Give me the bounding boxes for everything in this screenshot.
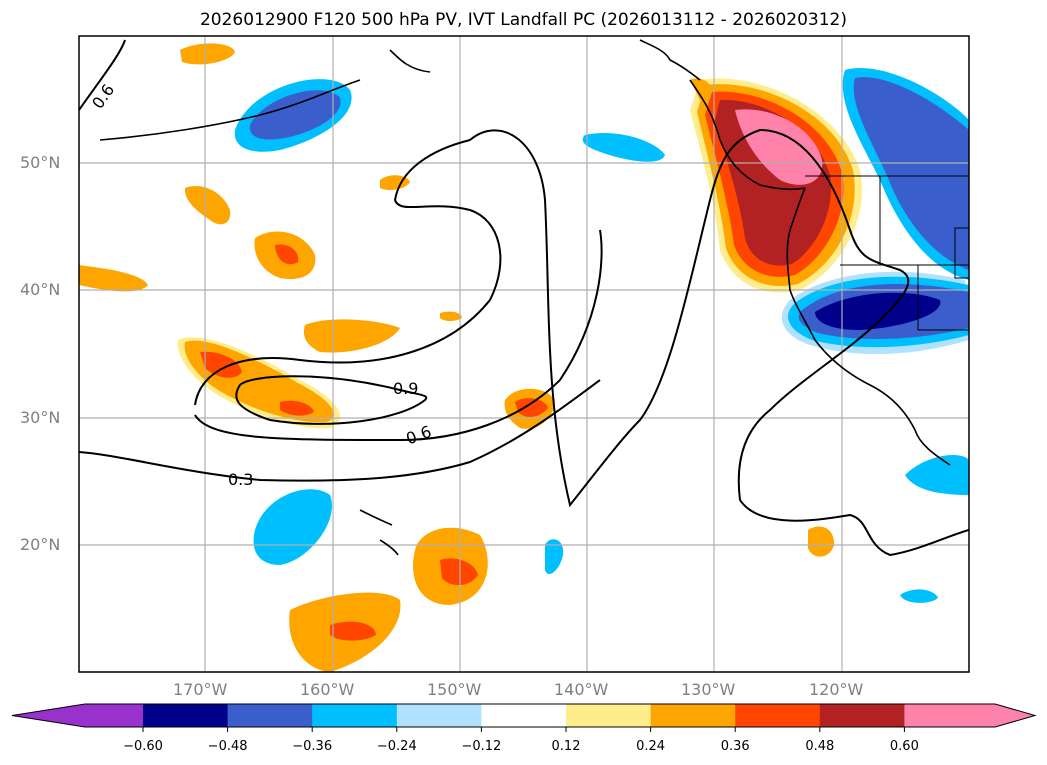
negative-anomaly-region <box>900 589 938 603</box>
colorbar-extension-max <box>904 704 1035 727</box>
lat-label: 50°N <box>20 153 61 172</box>
colorbar-segment <box>396 704 482 727</box>
colorbar-tick-label: −0.36 <box>292 739 333 754</box>
chart-title: 2026012900 F120 500 hPa PV, IVT Landfall… <box>199 10 847 30</box>
contour-label: 0.3 <box>228 470 253 489</box>
lon-label: 160°W <box>300 680 355 699</box>
colorbar-tick-label: 0.48 <box>805 739 835 754</box>
contour-label: 0.6 <box>88 81 118 113</box>
negative-anomaly-region <box>582 132 665 162</box>
colorbar-tick-label: −0.48 <box>207 739 248 754</box>
positive-anomaly-region <box>330 621 376 641</box>
colorbar-tick-label: 0.60 <box>889 739 919 754</box>
contour-label: 0.9 <box>393 379 418 398</box>
colorbar-segment <box>481 704 567 727</box>
colorbar-tick-label: −0.60 <box>123 739 163 754</box>
positive-anomaly-region <box>690 78 712 100</box>
negative-anomaly-region <box>815 292 941 330</box>
negative-anomaly-region <box>545 539 564 575</box>
lon-label: 150°W <box>427 680 482 699</box>
colorbar-tick-label: −0.24 <box>376 739 417 754</box>
positive-anomaly-region <box>735 109 823 185</box>
colorbar-tick-label: 0.36 <box>720 739 750 754</box>
positive-anomaly-region <box>303 319 400 353</box>
lon-label: 170°W <box>173 680 228 699</box>
colorbar <box>11 703 1037 732</box>
colorbar-segment <box>819 704 905 727</box>
positive-anomaly-region <box>79 265 148 292</box>
positive-anomaly-region <box>275 244 299 265</box>
colorbar-segment <box>143 704 229 727</box>
lat-label: 20°N <box>20 535 61 554</box>
negative-anomaly-region <box>249 90 341 140</box>
positive-anomaly-region <box>184 186 231 225</box>
lon-label: 140°W <box>554 680 609 699</box>
colorbar-tick-label: 0.24 <box>636 739 666 754</box>
colorbar-tick-label: 0.12 <box>551 739 581 754</box>
colorbar-outline <box>11 703 1037 728</box>
positive-anomaly-region <box>280 400 314 416</box>
colorbar-segment <box>735 704 821 727</box>
negative-anomaly-region <box>905 455 969 495</box>
positive-anomaly-region <box>440 558 478 586</box>
lon-label: 120°W <box>809 680 864 699</box>
negative-anomaly-region <box>253 489 332 565</box>
contour-label: 0.6 <box>404 422 434 449</box>
pv-contours <box>79 39 969 557</box>
coastlines <box>99 39 951 556</box>
positive-anomaly-region <box>200 351 242 378</box>
positive-anomaly-region <box>515 398 548 417</box>
positive-anomaly-region <box>180 43 235 65</box>
negative-anomaly-region <box>853 77 969 270</box>
colorbar-tick-label: −0.12 <box>461 739 502 754</box>
colorbar-segment <box>650 704 736 727</box>
positive-anomaly-region <box>808 526 835 557</box>
colorbar-extension-min <box>12 704 143 727</box>
borders <box>805 175 969 331</box>
lat-label: 30°N <box>20 408 61 427</box>
colorbar-segment <box>566 704 652 727</box>
lat-label: 40°N <box>20 280 61 299</box>
colorbar-segment <box>227 704 313 727</box>
positive-anomaly-region <box>440 311 462 321</box>
map-frame <box>78 35 970 673</box>
lon-label: 130°W <box>681 680 736 699</box>
colorbar-segment <box>312 704 398 727</box>
